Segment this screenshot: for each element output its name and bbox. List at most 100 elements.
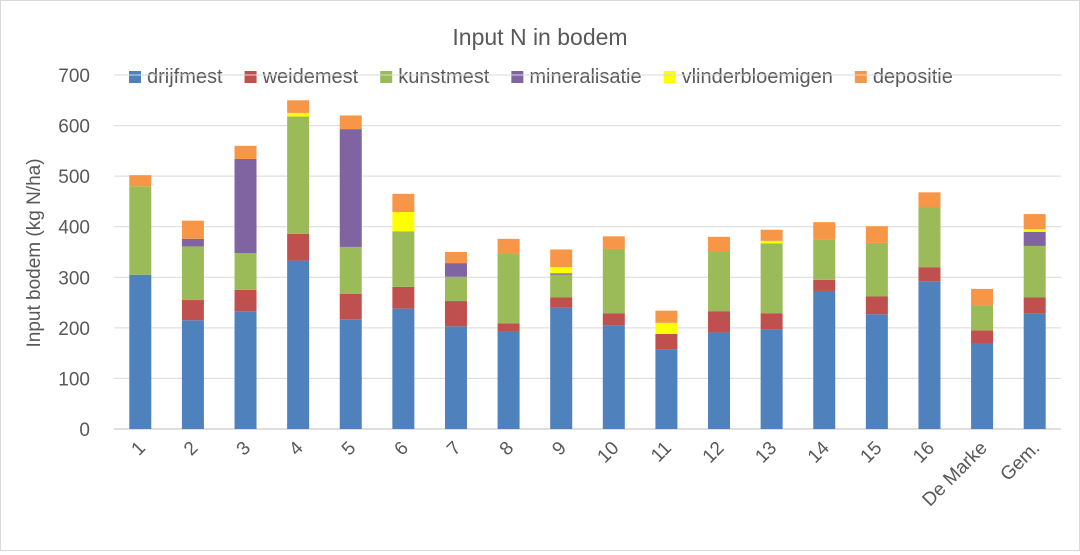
bar-segment-vlinderbloemigen bbox=[760, 240, 783, 244]
bar-segment-weidemest bbox=[234, 289, 257, 312]
bar-segment-depositie bbox=[287, 100, 310, 113]
legend-swatch bbox=[663, 71, 676, 83]
legend-label: weidemest bbox=[262, 66, 359, 88]
bar-segment-depositie bbox=[602, 236, 625, 249]
x-tick-label: 13 bbox=[751, 438, 781, 468]
bar-segment-depositie bbox=[339, 115, 362, 130]
bar-segment-weidemest bbox=[1023, 297, 1046, 314]
bar-segment-kunstmest bbox=[708, 252, 731, 312]
bar-segment-vlinderbloemigen bbox=[287, 112, 310, 117]
y-tick-label: 600 bbox=[58, 117, 90, 138]
bar-segment-depositie bbox=[708, 236, 731, 252]
bar-segment-weidemest bbox=[392, 286, 415, 309]
bar-stack bbox=[1023, 214, 1046, 429]
bar-segment-kunstmest bbox=[760, 243, 783, 314]
bar-segment-mineralisatie bbox=[550, 273, 573, 275]
legend-label: depositie bbox=[873, 66, 953, 88]
x-tick-label: 15 bbox=[857, 438, 887, 468]
bar-segment-depositie bbox=[550, 249, 573, 268]
bar-segment-kunstmest bbox=[971, 305, 994, 331]
x-tick-label: 14 bbox=[804, 437, 834, 467]
bar-stack bbox=[181, 220, 204, 429]
x-tick-label: 6 bbox=[391, 438, 413, 460]
bar-segment-vlinderbloemigen bbox=[1023, 229, 1046, 232]
bar-segment-drijfmest bbox=[444, 326, 467, 429]
legend-label: mineralisatie bbox=[529, 66, 641, 88]
bar-segment-drijfmest bbox=[865, 314, 888, 429]
bar-segment-mineralisatie bbox=[444, 263, 467, 277]
bar-segment-depositie bbox=[497, 238, 520, 255]
bar-stack bbox=[444, 252, 467, 429]
bar-segment-depositie bbox=[181, 220, 204, 239]
bar-segment-depositie bbox=[1023, 214, 1046, 230]
bar-segment-weidemest bbox=[339, 293, 362, 320]
bar-segment-mineralisatie bbox=[234, 158, 257, 254]
bar-segment-vlinderbloemigen bbox=[655, 322, 678, 334]
x-tick-label: 8 bbox=[496, 438, 518, 460]
y-tick-label: 500 bbox=[58, 167, 90, 188]
bar-segment-drijfmest bbox=[550, 307, 573, 429]
x-tick-label: 9 bbox=[548, 438, 570, 460]
bar-segment-kunstmest bbox=[497, 254, 520, 324]
bar-segment-kunstmest bbox=[1023, 245, 1046, 298]
bar-segment-kunstmest bbox=[339, 246, 362, 294]
bar-stack bbox=[602, 236, 625, 429]
x-tick-label: 10 bbox=[594, 438, 624, 468]
legend-label: kunstmest bbox=[398, 66, 490, 88]
bar-segment-drijfmest bbox=[708, 332, 731, 429]
x-tick-label: 4 bbox=[285, 437, 308, 460]
bar-segment-drijfmest bbox=[760, 329, 783, 429]
bar-segment-weidemest bbox=[865, 296, 888, 315]
gridlines bbox=[114, 74, 1061, 430]
bar-segment-weidemest bbox=[918, 267, 941, 282]
bar-segment-kunstmest bbox=[287, 116, 310, 234]
legend-label: vlinderbloemigen bbox=[682, 66, 833, 88]
bar-segment-kunstmest bbox=[602, 248, 625, 314]
bar-stack bbox=[655, 310, 678, 429]
bar-segment-weidemest bbox=[760, 313, 783, 330]
bar-segment-weidemest bbox=[444, 301, 467, 327]
bar-segment-vlinderbloemigen bbox=[392, 212, 415, 232]
bar-segment-drijfmest bbox=[918, 281, 941, 429]
bar-segment-depositie bbox=[655, 310, 678, 323]
bar-segment-weidemest bbox=[287, 233, 310, 261]
bar-segment-depositie bbox=[813, 222, 836, 240]
bar-segment-drijfmest bbox=[287, 260, 310, 429]
bar-segment-weidemest bbox=[813, 279, 836, 291]
bar-stack bbox=[865, 226, 888, 429]
bar-segment-weidemest bbox=[602, 313, 625, 326]
bar-segment-kunstmest bbox=[918, 207, 941, 268]
bar-segment-weidemest bbox=[550, 297, 573, 308]
bar-segment-drijfmest bbox=[602, 325, 625, 429]
bar-segment-kunstmest bbox=[865, 242, 888, 297]
y-axis-label: Input bodem (kg N/ha) bbox=[24, 158, 45, 347]
x-tick-label: 1 bbox=[128, 438, 150, 460]
bar-stack bbox=[760, 229, 783, 429]
chart-title: Input N in bodem bbox=[452, 24, 627, 50]
bar-stack bbox=[392, 193, 415, 429]
x-tick-label: 16 bbox=[909, 438, 939, 468]
y-tick-label: 300 bbox=[58, 268, 90, 289]
x-tick-label: 3 bbox=[233, 438, 255, 460]
bar-stack bbox=[497, 238, 520, 429]
bar-segment-drijfmest bbox=[181, 320, 204, 429]
bar-segment-drijfmest bbox=[392, 308, 415, 429]
bar-stack bbox=[813, 222, 836, 429]
bar-segment-depositie bbox=[918, 192, 941, 208]
bar-stack bbox=[287, 100, 310, 429]
bar-segment-drijfmest bbox=[339, 319, 362, 429]
bar-stack bbox=[971, 288, 994, 429]
bar-segment-weidemest bbox=[971, 330, 994, 344]
y-tick-label: 700 bbox=[58, 66, 90, 87]
bar-stack bbox=[339, 115, 362, 429]
bar-segment-kunstmest bbox=[392, 231, 415, 287]
bar-segment-depositie bbox=[392, 193, 415, 213]
bar-segment-weidemest bbox=[655, 333, 678, 350]
bar-segment-depositie bbox=[234, 145, 257, 159]
bar-segment-drijfmest bbox=[1023, 313, 1046, 429]
bar-segment-drijfmest bbox=[971, 343, 994, 429]
bar-segment-kunstmest bbox=[813, 239, 836, 280]
